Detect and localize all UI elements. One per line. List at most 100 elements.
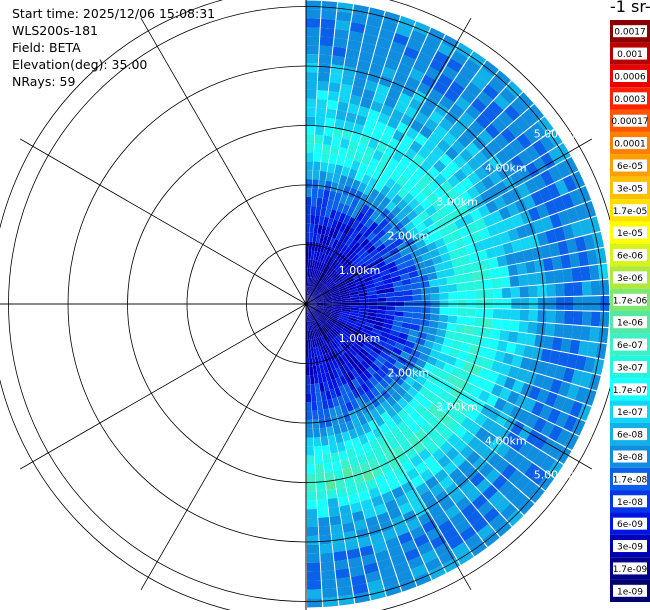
backscatter-cell	[377, 297, 387, 302]
backscatter-cell	[334, 240, 343, 251]
colorbar-label: 6e-09	[617, 520, 643, 530]
colorbar-label-bg	[613, 383, 647, 396]
backscatter-cell	[481, 175, 495, 190]
backscatter-cell	[307, 330, 310, 340]
backscatter-cell	[434, 237, 446, 248]
backscatter-cell	[319, 364, 325, 374]
backscatter-cell	[421, 307, 431, 314]
backscatter-cell	[308, 287, 313, 296]
backscatter-cell	[466, 186, 480, 200]
range-ring-label: 3.00km	[436, 196, 478, 209]
colorbar-label-bg	[613, 293, 647, 306]
backscatter-cell	[310, 214, 316, 225]
backscatter-cell	[583, 356, 596, 373]
backscatter-cell	[426, 192, 439, 205]
backscatter-cell	[365, 430, 376, 442]
backscatter-cell	[332, 307, 342, 311]
backscatter-cell	[371, 252, 382, 262]
backscatter-cell	[406, 517, 422, 532]
backscatter-cell	[558, 381, 571, 397]
backscatter-cell	[487, 370, 500, 384]
backscatter-cell	[381, 327, 392, 334]
backscatter-cell	[372, 541, 388, 554]
backscatter-cell	[357, 351, 367, 360]
backscatter-cell	[376, 309, 387, 315]
backscatter-cell	[306, 348, 309, 358]
backscatter-cell	[410, 119, 424, 133]
backscatter-cell	[314, 301, 324, 304]
backscatter-cell	[448, 291, 458, 300]
backscatter-cell	[306, 553, 320, 563]
backscatter-cell	[323, 276, 331, 285]
backscatter-cell	[360, 498, 374, 511]
backscatter-cell	[314, 134, 324, 145]
backscatter-cell	[373, 92, 387, 105]
backscatter-cell	[536, 388, 550, 404]
backscatter-cell	[348, 168, 358, 180]
backscatter-cell	[325, 266, 333, 276]
backscatter-cell	[563, 282, 574, 297]
backscatter-cell	[350, 307, 360, 311]
backscatter-cell	[364, 279, 375, 286]
backscatter-cell	[351, 378, 361, 389]
backscatter-cell	[460, 416, 474, 431]
backscatter-cell	[371, 272, 382, 280]
backscatter-cell	[317, 81, 329, 91]
backscatter-cell	[306, 312, 308, 322]
backscatter-cell	[592, 358, 605, 375]
backscatter-cell	[439, 117, 454, 132]
backscatter-cell	[306, 410, 313, 421]
backscatter-cell	[487, 452, 503, 468]
backscatter-cell	[335, 367, 344, 378]
backscatter-cell	[510, 171, 525, 187]
backscatter-cell	[551, 256, 563, 270]
backscatter-cell	[544, 270, 556, 284]
backscatter-cell	[307, 286, 311, 296]
backscatter-cell	[438, 226, 451, 238]
backscatter-cell	[502, 352, 515, 366]
backscatter-cell	[532, 139, 548, 157]
backscatter-cell	[391, 413, 403, 426]
backscatter-cell	[405, 488, 420, 502]
backscatter-cell	[476, 67, 494, 84]
backscatter-cell	[319, 286, 327, 293]
backscatter-cell	[428, 320, 439, 329]
backscatter-cell	[482, 84, 499, 101]
backscatter-cell	[524, 178, 539, 194]
backscatter-cell	[348, 358, 358, 369]
backscatter-cell	[577, 251, 589, 267]
backscatter-cell	[410, 276, 420, 284]
backscatter-cell	[342, 522, 356, 533]
backscatter-cell	[326, 256, 334, 266]
backscatter-cell	[363, 562, 379, 575]
backscatter-cell	[480, 145, 495, 161]
colorbar-label-bg	[613, 181, 647, 194]
backscatter-cell	[320, 18, 336, 29]
backscatter-cell	[309, 366, 314, 376]
backscatter-cell	[401, 204, 414, 216]
backscatter-cell	[310, 289, 317, 297]
backscatter-cell	[359, 461, 372, 474]
backscatter-cell	[464, 199, 478, 213]
backscatter-cell	[586, 249, 598, 266]
backscatter-cell	[442, 214, 455, 226]
backscatter-cell	[412, 288, 422, 296]
backscatter-cell	[329, 443, 339, 454]
backscatter-cell	[373, 239, 383, 249]
backscatter-cell	[393, 465, 406, 478]
backscatter-cell	[463, 325, 475, 335]
backscatter-cell	[455, 42, 473, 58]
backscatter-cell	[538, 186, 553, 203]
backscatter-cell	[397, 226, 408, 237]
backscatter-cell	[342, 467, 353, 479]
backscatter-cell	[492, 308, 503, 319]
backscatter-cell	[313, 309, 321, 315]
backscatter-cell	[427, 272, 438, 281]
backscatter-cell	[315, 107, 327, 118]
backscatter-cell	[311, 290, 319, 298]
backscatter-cell	[445, 482, 460, 497]
backscatter-cell	[430, 483, 445, 497]
backscatter-cell	[451, 140, 466, 154]
backscatter-cell	[482, 380, 496, 394]
backscatter-cell	[364, 379, 375, 390]
